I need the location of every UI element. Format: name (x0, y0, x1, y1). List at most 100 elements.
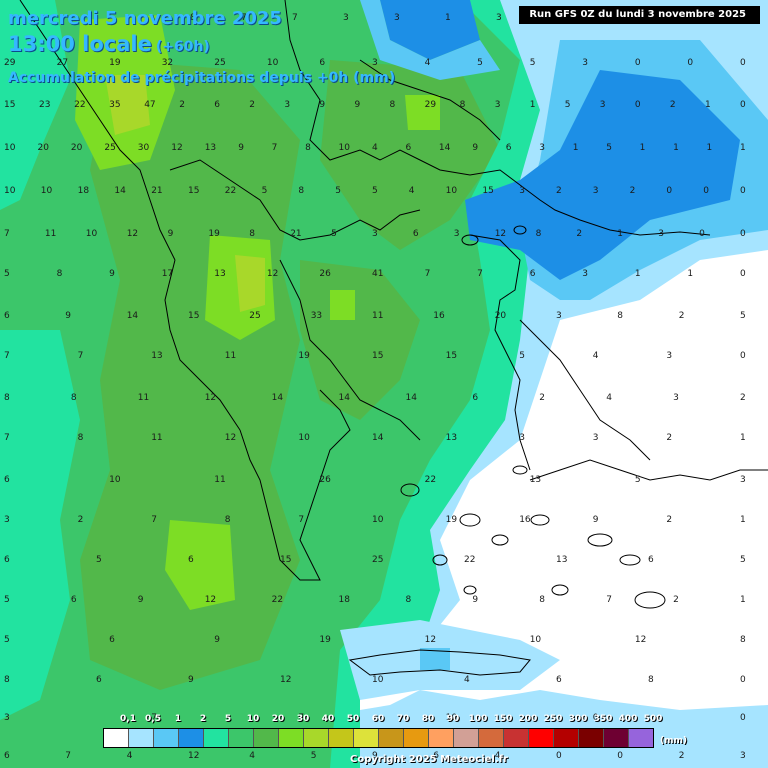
grid-value: 6 (4, 555, 10, 565)
grid-value: 6 (556, 675, 562, 685)
grid-value: 10 (339, 143, 351, 153)
grid-value: 9 (138, 595, 144, 605)
grid-value: 21 (290, 229, 301, 239)
grid-value: 6 (319, 58, 325, 68)
grid-value: 14 (406, 393, 418, 403)
grid-value: 3 (519, 186, 525, 196)
grid-value: 3 (454, 229, 460, 239)
color-legend: 0,1 0,5 1 2 5 10 20 30 40 50 60 70 80 90 100 150 200 250 3… (103, 714, 662, 748)
grid-value: 19 (319, 635, 331, 645)
legend-swatch (479, 729, 504, 747)
grid-value: 12 (495, 229, 506, 239)
grid-value: 7 (425, 269, 431, 279)
grid-value: 1 (740, 433, 746, 443)
grid-value: 19 (298, 351, 310, 361)
grid-value: 1 (740, 595, 746, 605)
grid-value: 7 (4, 433, 10, 443)
grid-value: 12 (205, 595, 216, 605)
grid-value: 2 (78, 515, 84, 525)
legend-swatch (354, 729, 379, 747)
grid-value: 22 (425, 475, 436, 485)
grid-value: 3 (495, 100, 501, 110)
grid-value: 1 (673, 143, 679, 153)
grid-value: 1 (707, 143, 713, 153)
grid-value: 0 (635, 58, 641, 68)
grid-value: 9 (355, 100, 361, 110)
grid-value: 5 (530, 58, 536, 68)
grid-value: 0 (556, 751, 562, 761)
grid-value: 2 (670, 100, 676, 110)
grid-value: 33 (311, 311, 322, 321)
legend-swatch (279, 729, 304, 747)
legend-swatch (179, 729, 204, 747)
zone-mid-blue-crete (420, 648, 450, 670)
grid-value: 0 (740, 675, 746, 685)
grid-value: 7 (65, 751, 71, 761)
grid-value: 15 (446, 351, 457, 361)
grid-value: 12 (171, 143, 182, 153)
zone-olive-peak-central (235, 255, 265, 312)
grid-value: 3 (372, 58, 378, 68)
grid-value: 0 (703, 186, 709, 196)
grid-value: 18 (339, 595, 351, 605)
grid-value: 5 (331, 229, 337, 239)
grid-value: 10 (372, 515, 384, 525)
grid-value: 11 (151, 433, 162, 443)
grid-value: 6 (406, 143, 412, 153)
grid-value: 10 (298, 433, 310, 443)
islands (400, 225, 666, 609)
grid-value: 2 (740, 393, 746, 403)
zone-lime-small (405, 95, 440, 130)
grid-value: 1 (740, 143, 746, 153)
grid-value: 25 (104, 143, 115, 153)
grid-value: 0 (740, 229, 746, 239)
grid-value: 7 (78, 351, 84, 361)
grid-value: 9 (472, 143, 478, 153)
grid-value: 10 (267, 58, 279, 68)
grid-value: 26 (319, 475, 331, 485)
grid-value: 25 (249, 311, 260, 321)
legend-swatch (404, 729, 429, 747)
grid-value: 3 (740, 475, 746, 485)
grid-value: 6 (506, 143, 512, 153)
grid-value: 9 (214, 635, 220, 645)
grid-value: 3 (4, 713, 10, 723)
grid-value: 35 (109, 100, 120, 110)
legend-label: 80 (421, 714, 435, 724)
grid-value: 13 (214, 269, 225, 279)
grid-value: 3 (343, 13, 349, 23)
grid-value: 6 (4, 475, 10, 485)
grid-value: 1 (687, 269, 693, 279)
zone-lime-south (165, 520, 235, 610)
grid-value: 3 (593, 433, 599, 443)
grid-value: 5 (606, 143, 612, 153)
grid-value: 5 (4, 635, 10, 645)
grid-value: 3 (519, 433, 525, 443)
grid-value: 2 (679, 311, 685, 321)
grid-value: 30 (138, 143, 150, 153)
grid-value: 0 (635, 100, 641, 110)
run-label: Run GFS 0Z du lundi 3 novembre 2025 (519, 6, 760, 24)
grid-value: 5 (477, 58, 483, 68)
grid-value: 9 (372, 751, 378, 761)
grid-value: 5 (635, 475, 641, 485)
legend-label: 350 (593, 714, 613, 724)
grid-value: 3 (582, 269, 588, 279)
grid-value: 11 (372, 311, 383, 321)
grid-value: 3 (593, 186, 599, 196)
grid-value: 4 (495, 751, 501, 761)
grid-value: 14 (127, 311, 139, 321)
grid-value: 10 (446, 186, 458, 196)
grid-value: 2 (673, 595, 679, 605)
forecast-time: 13:00 locale (+60h) (8, 32, 210, 56)
grid-value: 0 (617, 751, 623, 761)
grid-value: 1 (740, 515, 746, 525)
grid-value: 10 (446, 713, 458, 723)
grid-value: 20 (495, 311, 507, 321)
grid-value: 7 (151, 713, 157, 723)
legend-swatch (154, 729, 179, 747)
grid-value: 2 (539, 393, 545, 403)
legend-label: 400 (618, 714, 638, 724)
grid-value: 8 (539, 595, 545, 605)
grid-value: 3 (740, 751, 746, 761)
